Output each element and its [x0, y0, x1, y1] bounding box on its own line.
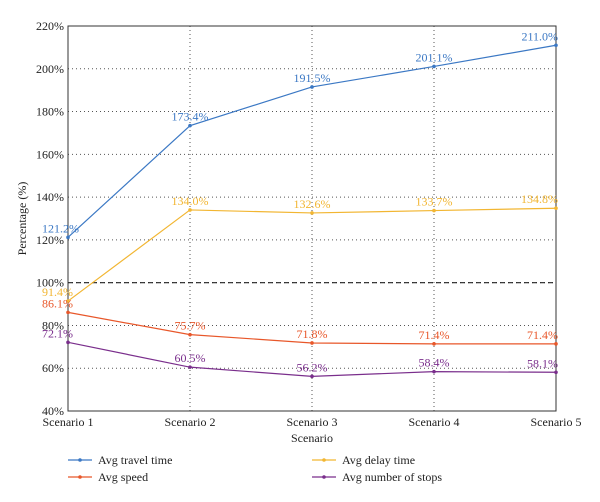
x-tick-label: Scenario 4 — [409, 415, 460, 429]
data-label: 71.4% — [527, 328, 558, 342]
data-label: 86.1% — [42, 296, 73, 310]
x-tick-label: Scenario 2 — [165, 415, 216, 429]
data-point — [310, 341, 314, 345]
data-label: 133.7% — [416, 195, 453, 209]
data-point — [66, 235, 70, 240]
legend: Avg travel time Avg delay time Avg speed Av… — [68, 453, 442, 484]
data-point — [310, 85, 314, 89]
legend-item: Avg delay time — [312, 453, 415, 467]
data-point — [66, 340, 70, 345]
y-tick-label: 220% — [36, 19, 64, 33]
legend-label: Avg number of stops — [342, 470, 442, 484]
y-tick-label: 80% — [42, 318, 64, 332]
data-point — [188, 332, 192, 337]
data-point — [554, 342, 558, 346]
data-label: 60.5% — [175, 351, 206, 365]
data-point — [432, 208, 436, 213]
legend-label: Avg travel time — [98, 453, 172, 467]
y-tick-label: 140% — [36, 190, 64, 204]
y-tick-label: 160% — [36, 147, 64, 161]
data-label: 191.5% — [294, 71, 331, 85]
data-label: 134.0% — [172, 194, 209, 208]
x-tick-label: Scenario 1 — [43, 415, 94, 429]
x-axis-title: Scenario — [291, 431, 333, 445]
data-point — [554, 43, 558, 48]
data-point — [310, 211, 314, 215]
data-point — [432, 64, 436, 69]
data-point — [66, 310, 70, 315]
data-label: 134.8% — [521, 192, 558, 206]
data-point — [310, 374, 314, 379]
x-tick-labels: Scenario 1 Scenario 2 Scenario 3 Scenario 4… — [43, 415, 582, 429]
y-tick-label: 60% — [42, 361, 64, 375]
legend-marker — [78, 475, 82, 479]
data-point — [554, 206, 558, 211]
legend-marker — [322, 475, 326, 479]
data-label: 75.7% — [175, 319, 206, 333]
y-tick-label: 180% — [36, 105, 64, 119]
legend-marker — [322, 458, 326, 462]
series: 121.2% 173.4% 191.5% 201.1% 211.0% 91.4% 134.0… — [42, 29, 558, 379]
data-point — [554, 370, 558, 375]
series-avg-number-of-stops: 72.1% 60.5% 56.2% 58.4% 58.1% — [42, 326, 558, 379]
data-label: 58.4% — [419, 356, 450, 370]
legend-item: Avg travel time — [68, 453, 172, 467]
y-tick-labels: 40% 60% 80% 100% 120% 140% 160% 180% 200% 220% — [36, 19, 64, 418]
legend-label: Avg speed — [98, 470, 148, 484]
data-point — [188, 365, 192, 369]
data-point — [432, 342, 436, 346]
data-point — [432, 369, 436, 374]
data-point — [188, 123, 192, 128]
legend-marker — [78, 458, 82, 462]
data-label: 201.1% — [416, 50, 453, 64]
y-tick-label: 40% — [42, 404, 64, 418]
y-axis-title: Percentage (%) — [15, 182, 29, 256]
series-avg-delay-time: 91.4% 134.0% 132.6% 133.7% 134.8% — [42, 192, 558, 303]
data-label: 71.4% — [419, 328, 450, 342]
x-tick-label: Scenario 3 — [287, 415, 338, 429]
series-avg-travel-time: 121.2% 173.4% 191.5% 201.1% 211.0% — [42, 29, 558, 240]
plot-frame — [67, 25, 557, 412]
legend-label: Avg delay time — [342, 453, 415, 467]
legend-item: Avg speed — [68, 470, 148, 484]
data-label: 173.4% — [172, 110, 209, 124]
data-label: 132.6% — [294, 197, 331, 211]
x-tick-label: Scenario 5 — [531, 415, 582, 429]
y-tick-label: 120% — [36, 233, 64, 247]
y-tick-label: 200% — [36, 62, 64, 76]
data-point — [66, 299, 70, 303]
data-label: 56.2% — [297, 360, 328, 374]
data-label: 91.4% — [42, 285, 73, 299]
series-avg-speed: 86.1% 75.7% 71.8% 71.4% 71.4% — [42, 296, 558, 346]
data-label: 121.2% — [42, 221, 79, 235]
data-label: 211.0% — [521, 29, 558, 43]
data-label: 72.1% — [42, 326, 73, 340]
data-label: 71.8% — [297, 327, 328, 341]
data-label: 58.1% — [527, 356, 558, 370]
y-tick-label: 100% — [36, 276, 64, 290]
data-point — [188, 208, 192, 212]
legend-item: Avg number of stops — [312, 470, 442, 484]
